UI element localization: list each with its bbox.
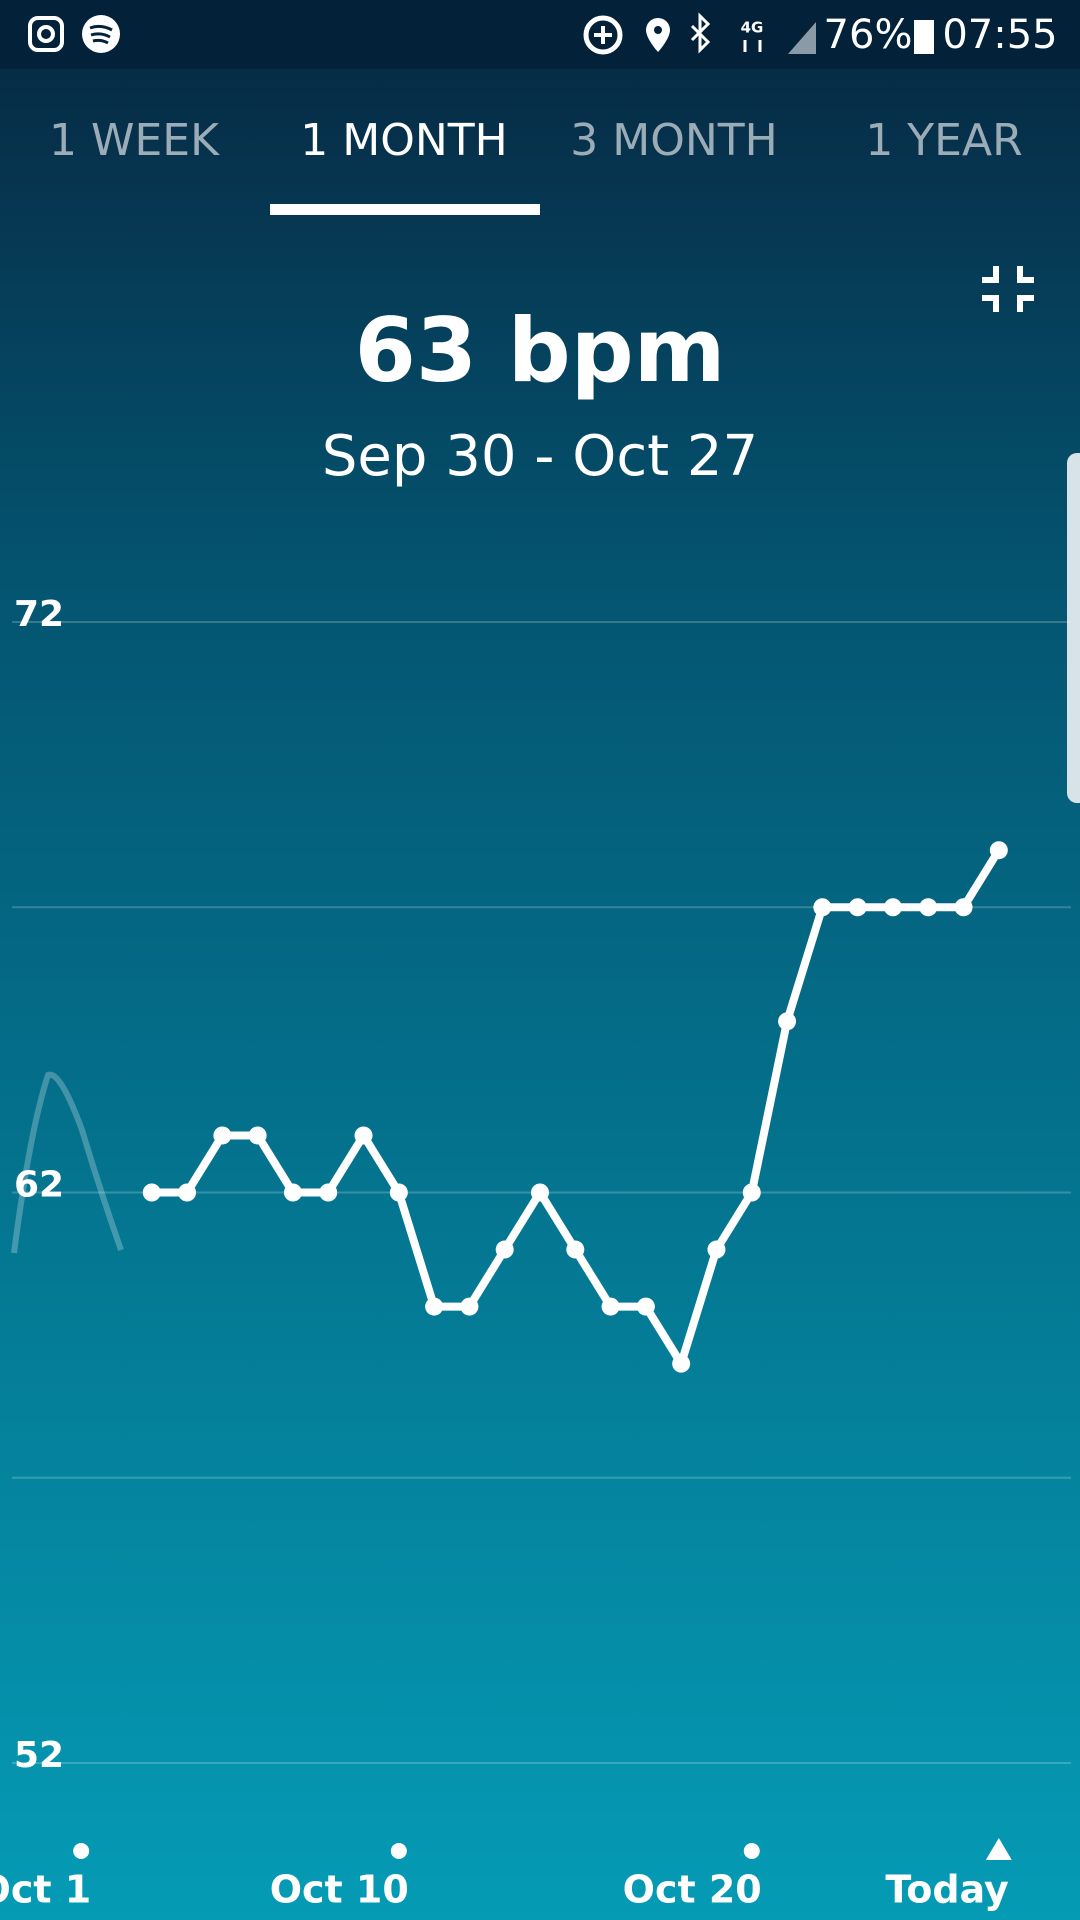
faded-trace — [11, 1071, 124, 1254]
headline-range: Sep 30 - Oct 27 — [322, 424, 758, 489]
location-icon — [646, 18, 670, 52]
data-point — [883, 898, 902, 917]
x-tick-mark — [390, 1843, 407, 1859]
signal-icon — [788, 22, 816, 54]
battery-level: 76% — [824, 12, 913, 58]
instagram-icon — [28, 16, 64, 52]
x-tick-mark — [985, 1838, 1012, 1860]
data-point — [425, 1297, 444, 1316]
data-point — [389, 1183, 408, 1202]
x-tick-mark — [73, 1843, 90, 1859]
y-tick-label: 62 — [14, 1165, 64, 1206]
data-point — [954, 898, 973, 917]
chart: 52 62 72 Oct 1 Oct 10 Oct 20 Today — [0, 594, 1071, 1912]
spotify-icon-waves — [89, 24, 113, 45]
network-type: 4G — [741, 19, 764, 37]
data-point — [672, 1354, 691, 1373]
data-point — [178, 1183, 197, 1202]
tab[interactable]: 1 WEEK — [49, 115, 220, 166]
collapse-button[interactable] — [982, 266, 1034, 312]
data-point — [848, 898, 867, 917]
y-tick-label: 52 — [14, 1735, 64, 1776]
x-tick-label: Oct 1 — [0, 1868, 91, 1912]
data-point — [636, 1297, 655, 1316]
data-point — [742, 1183, 761, 1202]
battery-icon — [914, 20, 934, 54]
location-icon-dot — [654, 26, 662, 34]
data-point — [566, 1240, 585, 1259]
tab-indicator — [270, 204, 540, 215]
tab-bar: 1 WEEK 1 MONTH 3 MONTH 1 YEAR — [49, 115, 1023, 215]
bluetooth-icon — [690, 12, 711, 54]
data-point — [283, 1183, 302, 1202]
data-point — [248, 1126, 267, 1145]
data-point — [495, 1240, 514, 1259]
x-tick-mark — [743, 1843, 760, 1859]
data-point — [142, 1183, 161, 1202]
sync-icon-plus — [594, 26, 612, 44]
network-arrows — [743, 40, 762, 52]
data-point — [531, 1183, 549, 1202]
data-point — [354, 1126, 373, 1145]
x-tick-label: Today — [885, 1868, 1009, 1912]
data-point — [989, 841, 1008, 860]
sync-icon — [583, 15, 623, 55]
tab[interactable]: 1 YEAR — [865, 115, 1022, 166]
data-point — [319, 1183, 338, 1202]
x-tick-label: Oct 20 — [623, 1868, 762, 1912]
data-point — [460, 1297, 479, 1316]
data-point — [778, 1012, 797, 1031]
data-point — [601, 1297, 620, 1316]
status-bar — [0, 0, 1080, 69]
instagram-icon-lens — [37, 25, 55, 43]
side-panel-handle[interactable] — [1067, 453, 1080, 803]
data-point — [919, 898, 938, 917]
tab[interactable]: 3 MONTH — [570, 115, 777, 166]
tab[interactable]: 1 MONTH — [300, 115, 507, 166]
headline-value: 63 bpm — [355, 299, 726, 402]
clock: 07:55 — [942, 12, 1057, 58]
x-tick-label: Oct 10 — [270, 1868, 409, 1912]
data-point — [707, 1240, 726, 1259]
data-point — [213, 1126, 232, 1145]
data-point — [813, 898, 832, 917]
y-tick-label: 72 — [14, 594, 64, 635]
